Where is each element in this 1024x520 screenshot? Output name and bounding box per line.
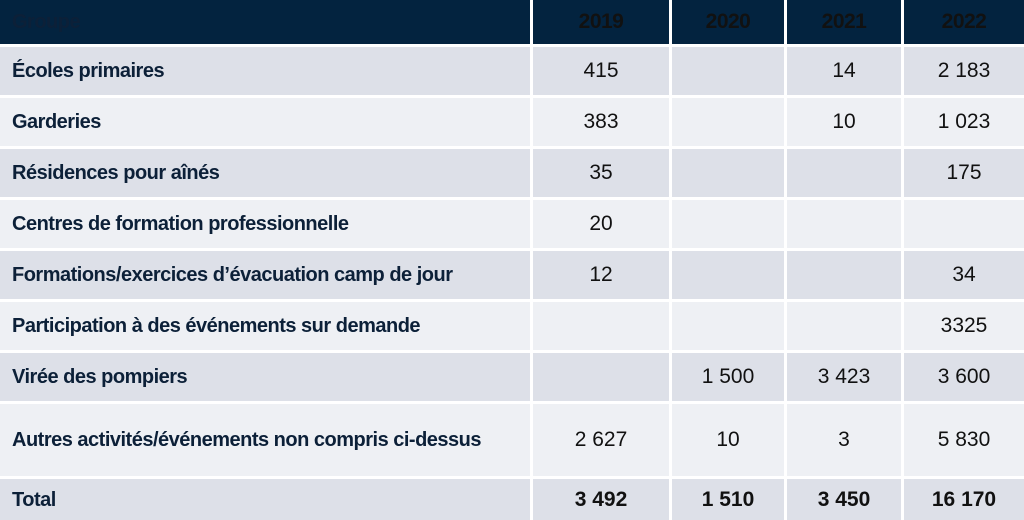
table-cell: 415 — [533, 47, 669, 95]
table-cell: 175 — [904, 149, 1024, 197]
table-cell — [787, 149, 901, 197]
table-cell — [672, 251, 784, 299]
table-cell — [787, 200, 901, 248]
table-cell — [904, 200, 1024, 248]
row-label: Virée des pompiers — [0, 353, 530, 401]
total-value: 3 492 — [533, 479, 669, 520]
table-cell — [533, 353, 669, 401]
row-label: Résidences pour aînés — [0, 149, 530, 197]
row-label: Écoles primaires — [0, 47, 530, 95]
table-cell: 3 — [787, 404, 901, 476]
row-label: Participation à des événements sur deman… — [0, 302, 530, 350]
table-cell — [787, 251, 901, 299]
table-cell: 10 — [672, 404, 784, 476]
total-value: 1 510 — [672, 479, 784, 520]
table-cell: 1 023 — [904, 98, 1024, 146]
total-value: 16 170 — [904, 479, 1024, 520]
table-cell: 35 — [533, 149, 669, 197]
header-group: Groupe — [0, 0, 530, 44]
table-cell — [672, 47, 784, 95]
row-label: Autres activités/événements non compris … — [0, 404, 530, 476]
table-cell: 12 — [533, 251, 669, 299]
header-year-2022: 2022 — [904, 0, 1024, 44]
table-cell: 10 — [787, 98, 901, 146]
row-label: Centres de formation professionnelle — [0, 200, 530, 248]
row-label: Garderies — [0, 98, 530, 146]
table-cell — [533, 302, 669, 350]
table-cell — [672, 200, 784, 248]
table-cell: 2 627 — [533, 404, 669, 476]
total-value: 3 450 — [787, 479, 901, 520]
table-cell: 383 — [533, 98, 669, 146]
table-cell: 2 183 — [904, 47, 1024, 95]
table-cell: 5 830 — [904, 404, 1024, 476]
total-label: Total — [0, 479, 530, 520]
row-label: Formations/exercices d’évacuation camp d… — [0, 251, 530, 299]
table-cell: 3325 — [904, 302, 1024, 350]
table-cell: 3 423 — [787, 353, 901, 401]
header-year-2019: 2019 — [533, 0, 669, 44]
table-cell — [787, 302, 901, 350]
table-cell — [672, 302, 784, 350]
table-cell — [672, 149, 784, 197]
table-cell: 14 — [787, 47, 901, 95]
table-cell — [672, 98, 784, 146]
table-cell: 20 — [533, 200, 669, 248]
header-year-2021: 2021 — [787, 0, 901, 44]
table-cell: 3 600 — [904, 353, 1024, 401]
table-cell: 1 500 — [672, 353, 784, 401]
table-cell: 34 — [904, 251, 1024, 299]
header-year-2020: 2020 — [672, 0, 784, 44]
